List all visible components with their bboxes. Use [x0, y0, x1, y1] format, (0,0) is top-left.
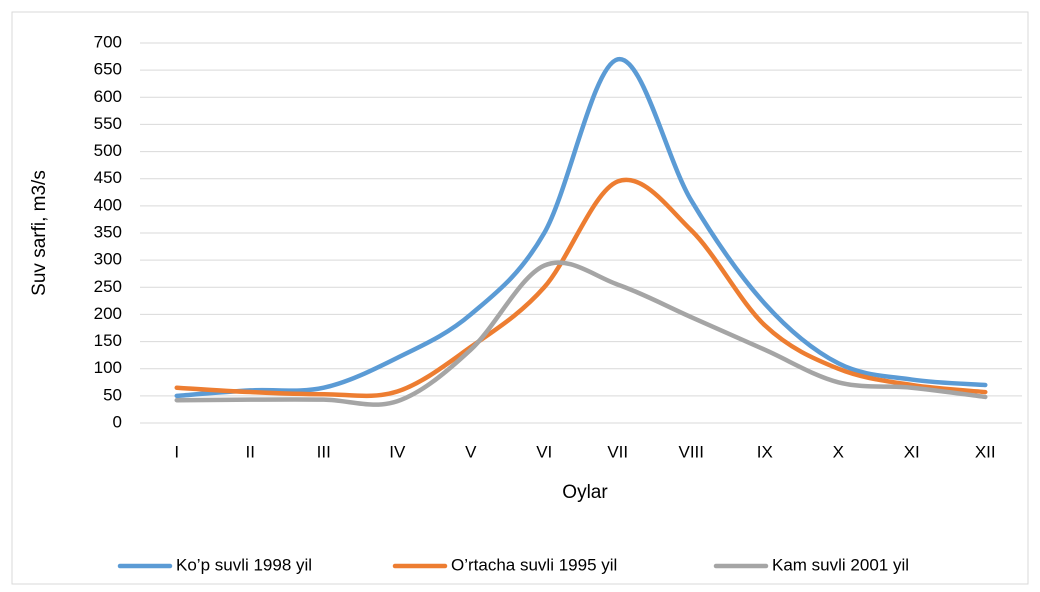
y-tick-label: 700: [94, 32, 122, 51]
y-tick-label: 450: [94, 168, 122, 187]
y-tick-label: 550: [94, 114, 122, 133]
x-tick-label: VIII: [678, 442, 704, 461]
y-axis-label: Suv sarfi, m3/s: [29, 170, 50, 296]
x-tick-label: XII: [975, 442, 996, 461]
x-tick-label: V: [465, 442, 477, 461]
legend-label: O’rtacha suvli 1995 yil: [451, 555, 617, 574]
y-tick-label: 150: [94, 331, 122, 350]
y-tick-label: 350: [94, 222, 122, 241]
chart-border: [11, 11, 1029, 585]
y-tick-label: 250: [94, 277, 122, 296]
x-tick-label: I: [174, 442, 179, 461]
x-tick-label: II: [246, 442, 255, 461]
y-tick-label: 50: [103, 385, 122, 404]
y-tick-label: 100: [94, 358, 122, 377]
y-tick-label: 300: [94, 250, 122, 269]
line-series: [174, 57, 988, 399]
x-tick-label: IV: [389, 442, 406, 461]
x-tick-label: XI: [904, 442, 920, 461]
legend-label: Ko’p suvli 1998 yil: [176, 555, 312, 574]
x-tick-label: X: [833, 442, 844, 461]
y-tick-label: 650: [94, 60, 122, 79]
y-tick-label: 200: [94, 304, 122, 323]
y-tick-label: 0: [113, 412, 122, 431]
y-tick-label: 600: [94, 87, 122, 106]
legend-label: Kam suvli 2001 yil: [772, 555, 909, 574]
x-axis-label: Oylar: [562, 482, 608, 503]
y-tick-label: 400: [94, 195, 122, 214]
x-tick-label: VII: [607, 442, 628, 461]
x-tick-label: III: [317, 442, 331, 461]
x-tick-label: IX: [757, 442, 773, 461]
y-tick-label: 500: [94, 141, 122, 160]
line-series: [174, 177, 988, 399]
x-tick-label: VI: [536, 442, 552, 461]
line-series: [174, 260, 988, 407]
